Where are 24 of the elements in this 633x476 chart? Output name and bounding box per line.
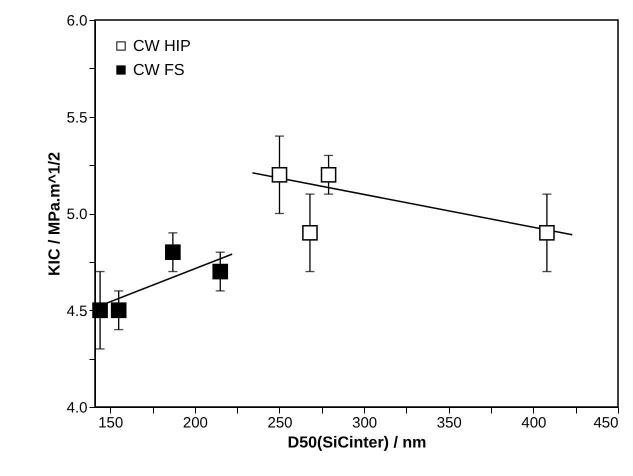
x-tick-label: 400 [521,414,546,432]
legend-label: CW FS [133,62,185,79]
x-tick-label: 300 [352,414,378,432]
y-axis-title: KIC / MPa.m^1/2 [46,152,64,276]
x-axis-title: D50(SiCinter) / nm [288,434,426,452]
point [272,166,288,183]
legend-label: CW HIP [133,38,191,55]
x-tick-label: 200 [182,414,208,432]
point [110,302,127,318]
y-tick-label: 4.5 [66,302,88,320]
y-tick-label: 4.0 [66,400,88,416]
y-tick-label: 6.0 [66,12,88,30]
y-tick-label: 5.0 [66,206,88,223]
point [320,166,336,183]
point [92,302,108,318]
x-tick-label: 150 [98,414,124,432]
y-tick-label: 5.5 [66,109,88,126]
point [539,225,555,241]
point [165,244,181,260]
point [302,225,318,241]
point [212,264,228,280]
x-tick-label: 450 [593,414,618,432]
x-tick-label: 350 [436,414,462,432]
x-tick-label: 250 [267,414,293,432]
